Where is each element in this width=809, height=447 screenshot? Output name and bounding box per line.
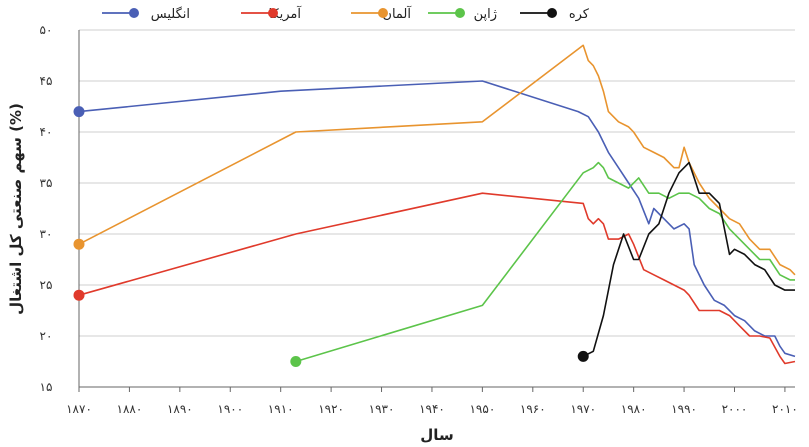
legend-label-3: ژاپن (474, 7, 497, 22)
x-tick-label: ۱۹۸۰ (621, 402, 647, 416)
y-tick-label: ۵۰ (40, 23, 53, 37)
x-tick-label: ۱۸۹۰ (167, 402, 193, 416)
series-line-1 (78, 192, 796, 365)
legend-marker-4 (547, 8, 557, 18)
series-start-marker-2 (73, 238, 85, 250)
x-tick-label: ۱۹۵۰ (469, 402, 495, 416)
series-line-0 (78, 80, 796, 358)
legend-marker-0 (129, 8, 139, 18)
x-tick-label: ۱۹۱۰ (268, 402, 294, 416)
y-axis-title: سهم صنعتی کل اشتغال (%) (7, 103, 25, 315)
x-ticks: ۱۸۷۰ ۱۸۸۰ ۱۸۹۰ ۱۹۰۰ ۱۹۱۰ ۱۹۲۰ ۱۹۳۰ ۱۹۴۰ ۱۹۵۰ ۱۹۶۰… (66, 387, 798, 416)
x-tick-label: ۱۹۶۰ (520, 402, 546, 416)
x-tick-label: ۱۹۰۰ (217, 402, 243, 416)
legend-label-4: کره (569, 7, 590, 22)
x-tick-label: ۲۰۱۰ (772, 402, 798, 416)
legend-label-0: انگلیس (151, 6, 190, 22)
series-start-marker-3 (290, 356, 302, 367)
series-line-2 (78, 44, 796, 276)
y-tick-label: ۳۵ (40, 176, 53, 190)
x-tick-label: ۱۹۹۰ (671, 402, 697, 416)
legend-marker-3 (455, 8, 465, 18)
series-start-marker-0 (73, 106, 85, 118)
y-tick-label: ۴۰ (40, 125, 53, 139)
x-tick-label: ۱۹۳۰ (369, 402, 395, 416)
x-tick-label: ۱۹۴۰ (419, 402, 445, 416)
y-tick-label: ۴۵ (40, 74, 53, 88)
legend-marker-1 (268, 8, 278, 18)
y-tick-label: ۲۵ (40, 278, 53, 292)
series-start-marker-1 (73, 289, 85, 301)
y-tick-label: ۲۰ (40, 329, 53, 343)
x-tick-label: ۱۹۷۰ (570, 402, 596, 416)
x-tick-label: ۱۸۷۰ (66, 402, 92, 416)
x-axis-title: سال (420, 426, 453, 444)
legend-label-1: آمریکا (268, 5, 302, 22)
y-tick-label: ۱۵ (40, 380, 53, 394)
legend-label-2: آلمان (382, 5, 412, 22)
series-line-4 (582, 161, 795, 358)
x-tick-label: ۲۰۰۰ (722, 402, 748, 416)
x-tick-label: ۱۹۲۰ (318, 402, 344, 416)
legend: انگلیس آمریکا آلمان ژاپن کره (102, 5, 590, 22)
x-tick-label: ۱۸۸۰ (117, 402, 143, 416)
legend-marker-2 (378, 8, 388, 18)
y-tick-label: ۳۰ (40, 227, 53, 241)
series-line-3 (295, 161, 795, 363)
y-ticks: ۱۵ ۲۰ ۲۵ ۳۰ ۳۵ ۴۰ ۴۵ ۵۰ (40, 23, 53, 394)
axes (78, 30, 795, 388)
series-group (73, 44, 796, 367)
series-start-marker-4 (577, 350, 589, 362)
